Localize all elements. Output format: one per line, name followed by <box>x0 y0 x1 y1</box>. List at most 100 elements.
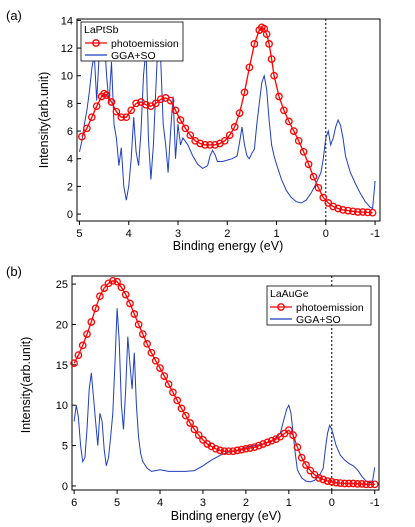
panel-a-photoemission-point-49 <box>299 147 308 156</box>
panel-b-photoemission-point-62 <box>336 479 345 487</box>
panel-a-photoemission-point-53 <box>319 193 328 202</box>
panel-a-photoemission-point-61 <box>358 208 367 216</box>
panel-b-x-tick-label-6: 0 <box>329 497 335 509</box>
panel-b-photoemission-point-33 <box>211 444 220 453</box>
panel-b-photoemission-point-3 <box>83 330 91 338</box>
panel-b-photoemission-point-16 <box>138 330 147 338</box>
panel-a-series-gga-so-line <box>79 34 376 210</box>
panel-a-photoemission-point-7 <box>107 98 116 106</box>
panel-a-x-tick-label-4: 1 <box>273 228 279 240</box>
panel-a-photoemission-point-22 <box>181 124 190 133</box>
panel-b-x-tick-label-7: -1 <box>370 497 380 509</box>
panel-b-photoemission-point-57 <box>315 474 323 482</box>
panel-a-photoemission-point-52 <box>314 183 323 192</box>
panel-b-y-axis-title: Intensity(arb.unit) <box>19 337 33 434</box>
panel-b-legend: LaAuGe photoemission GGA+SO <box>266 285 372 326</box>
panel-a-photoemission-point-57 <box>339 206 347 214</box>
panel-b-photoemission-point-5 <box>91 304 100 313</box>
panel-a-photoemission-point-51 <box>309 172 318 181</box>
panel-a-photoemission-point-63 <box>368 208 377 217</box>
panel-b-photoemission-point-1 <box>74 351 83 359</box>
panel-b-photoemission-point-61 <box>332 478 340 487</box>
panel-b-photoemission-point-24 <box>173 396 182 405</box>
panel-b-photoemission-point-12 <box>121 290 130 299</box>
panel-a-x-axis-title: Binding energy (eV) <box>173 239 283 253</box>
panel-b-photoemission-point-58 <box>319 475 328 484</box>
panel-b-photoemission-point-7 <box>100 284 109 292</box>
panel-b-photoemission-point-26 <box>181 411 190 420</box>
panel-a-photoemission-point-11 <box>127 106 136 115</box>
panel-b-photoemission-point-17 <box>143 339 151 348</box>
panel-b-photoemission-point-54 <box>302 461 310 469</box>
panel-b-y-axis: 0 5 10 15 20 25 <box>56 279 76 493</box>
panel-b-photoemission-point-59 <box>323 477 332 485</box>
panel-b-photoemission-point-25 <box>177 404 186 413</box>
panel-a-photoemission-point-42 <box>267 55 276 63</box>
panel-b-photoemission-point-50 <box>284 426 293 435</box>
panel-b-y-tick-label-2: 10 <box>56 400 68 412</box>
panel-a-photoemission-point-43 <box>270 71 278 80</box>
panel-b-photoemission-point-66 <box>353 480 362 488</box>
panel-a-photoemission-point-54 <box>324 199 333 207</box>
panel-a-photoemission-point-55 <box>329 202 338 211</box>
panel-b-photoemission-point-29 <box>194 431 203 439</box>
panel-b-photoemission-point-20 <box>156 364 164 372</box>
panel-a-legend: LaPtSb photoemission GGA+SO <box>80 21 184 62</box>
panel-b-photoemission-point-2 <box>78 341 87 350</box>
panel-a-photoemission-point-27 <box>206 141 214 149</box>
panel-b-photoemission-point-11 <box>117 283 126 292</box>
panel-a-x-axis: 5 4 3 2 1 0 -1 <box>76 221 380 240</box>
panel-b-photoemission-point-39 <box>237 445 246 454</box>
panel-b-photoemission-point-23 <box>169 388 177 397</box>
panel-a-photoemission-point-60 <box>353 208 362 216</box>
panel-b-photoemission-point-45 <box>263 438 272 447</box>
panel-b-photoemission-point-42 <box>250 443 259 452</box>
panel-a-photoemission-point-44 <box>275 92 283 101</box>
panel-b-photoemission-point-35 <box>220 447 229 456</box>
panel-a-photoemission-point-2 <box>87 113 96 122</box>
panel-b-x-tick-label-4: 2 <box>243 497 249 509</box>
panel-a-photoemission-point-0 <box>78 132 86 141</box>
panel-a-series-photoemission-line <box>81 26 373 214</box>
panel-a-legend-photoemission-label: photoemission <box>111 38 179 50</box>
panel-a-photoemission-point-32 <box>230 123 239 131</box>
panel-b-photoemission-point-53 <box>297 453 306 462</box>
panel-a-photoemission-point-9 <box>117 113 126 122</box>
panel-b-y-tick-label-4: 20 <box>56 319 68 331</box>
panel-a-y-axis: 0 2 4 6 8 10 12 14 <box>61 15 81 221</box>
panel-b-x-tick-label-2: 4 <box>157 497 163 509</box>
panel-a-legend-gga-label: GGA+SO <box>111 50 156 62</box>
panel-a-photoemission-point-45 <box>280 106 288 115</box>
panel-a-x-tick-label-0: 5 <box>76 228 82 240</box>
panel-a-photoemission-point-58 <box>344 206 352 215</box>
panel-b-photoemission-point-38 <box>233 446 242 455</box>
panel-b-photoemission-point-37 <box>229 447 237 456</box>
panel-a-photoemission-point-17 <box>156 95 165 104</box>
panel-a-legend-sample: LaPtSb <box>84 24 119 36</box>
panel-a-photoemission-point-16 <box>151 99 160 108</box>
panel-b-photoemission-point-9 <box>108 276 117 285</box>
panel-b-y-tick-label-5: 25 <box>56 279 68 291</box>
panel-b-photoemission-point-47 <box>272 435 280 443</box>
panel-b-photoemission-point-40 <box>242 444 250 453</box>
panel-b-photoemission-point-10 <box>113 277 121 286</box>
panel-a-photoemission-point-25 <box>196 139 205 148</box>
panel-b-photoemission-point-44 <box>259 440 267 448</box>
panel-a-photoemission-point-28 <box>211 141 219 149</box>
panel-a-x-tick-label-6: -1 <box>370 228 380 240</box>
panel-a-photoemission-point-19 <box>166 96 175 105</box>
panel-b-photoemission-point-51 <box>289 431 297 439</box>
panel-b-photoemission-point-21 <box>160 372 169 380</box>
panel-b-photoemission-point-27 <box>186 419 194 427</box>
panel-b-photoemission-point-69 <box>366 480 375 489</box>
panel-b-y-tick-label-3: 15 <box>56 360 68 372</box>
panel-b-photoemission-point-15 <box>134 320 143 329</box>
panel-b-y-tick-label-1: 5 <box>62 441 68 453</box>
panel-b-legend-photoemission-marker <box>277 303 285 311</box>
panel-b-legend-gga-label: GGA+SO <box>296 314 341 326</box>
panel-a-y-tick-label-2: 4 <box>67 154 73 166</box>
panel-b-x-tick-label-1: 5 <box>114 497 120 509</box>
panel-a-photoemission-point-50 <box>304 160 313 169</box>
